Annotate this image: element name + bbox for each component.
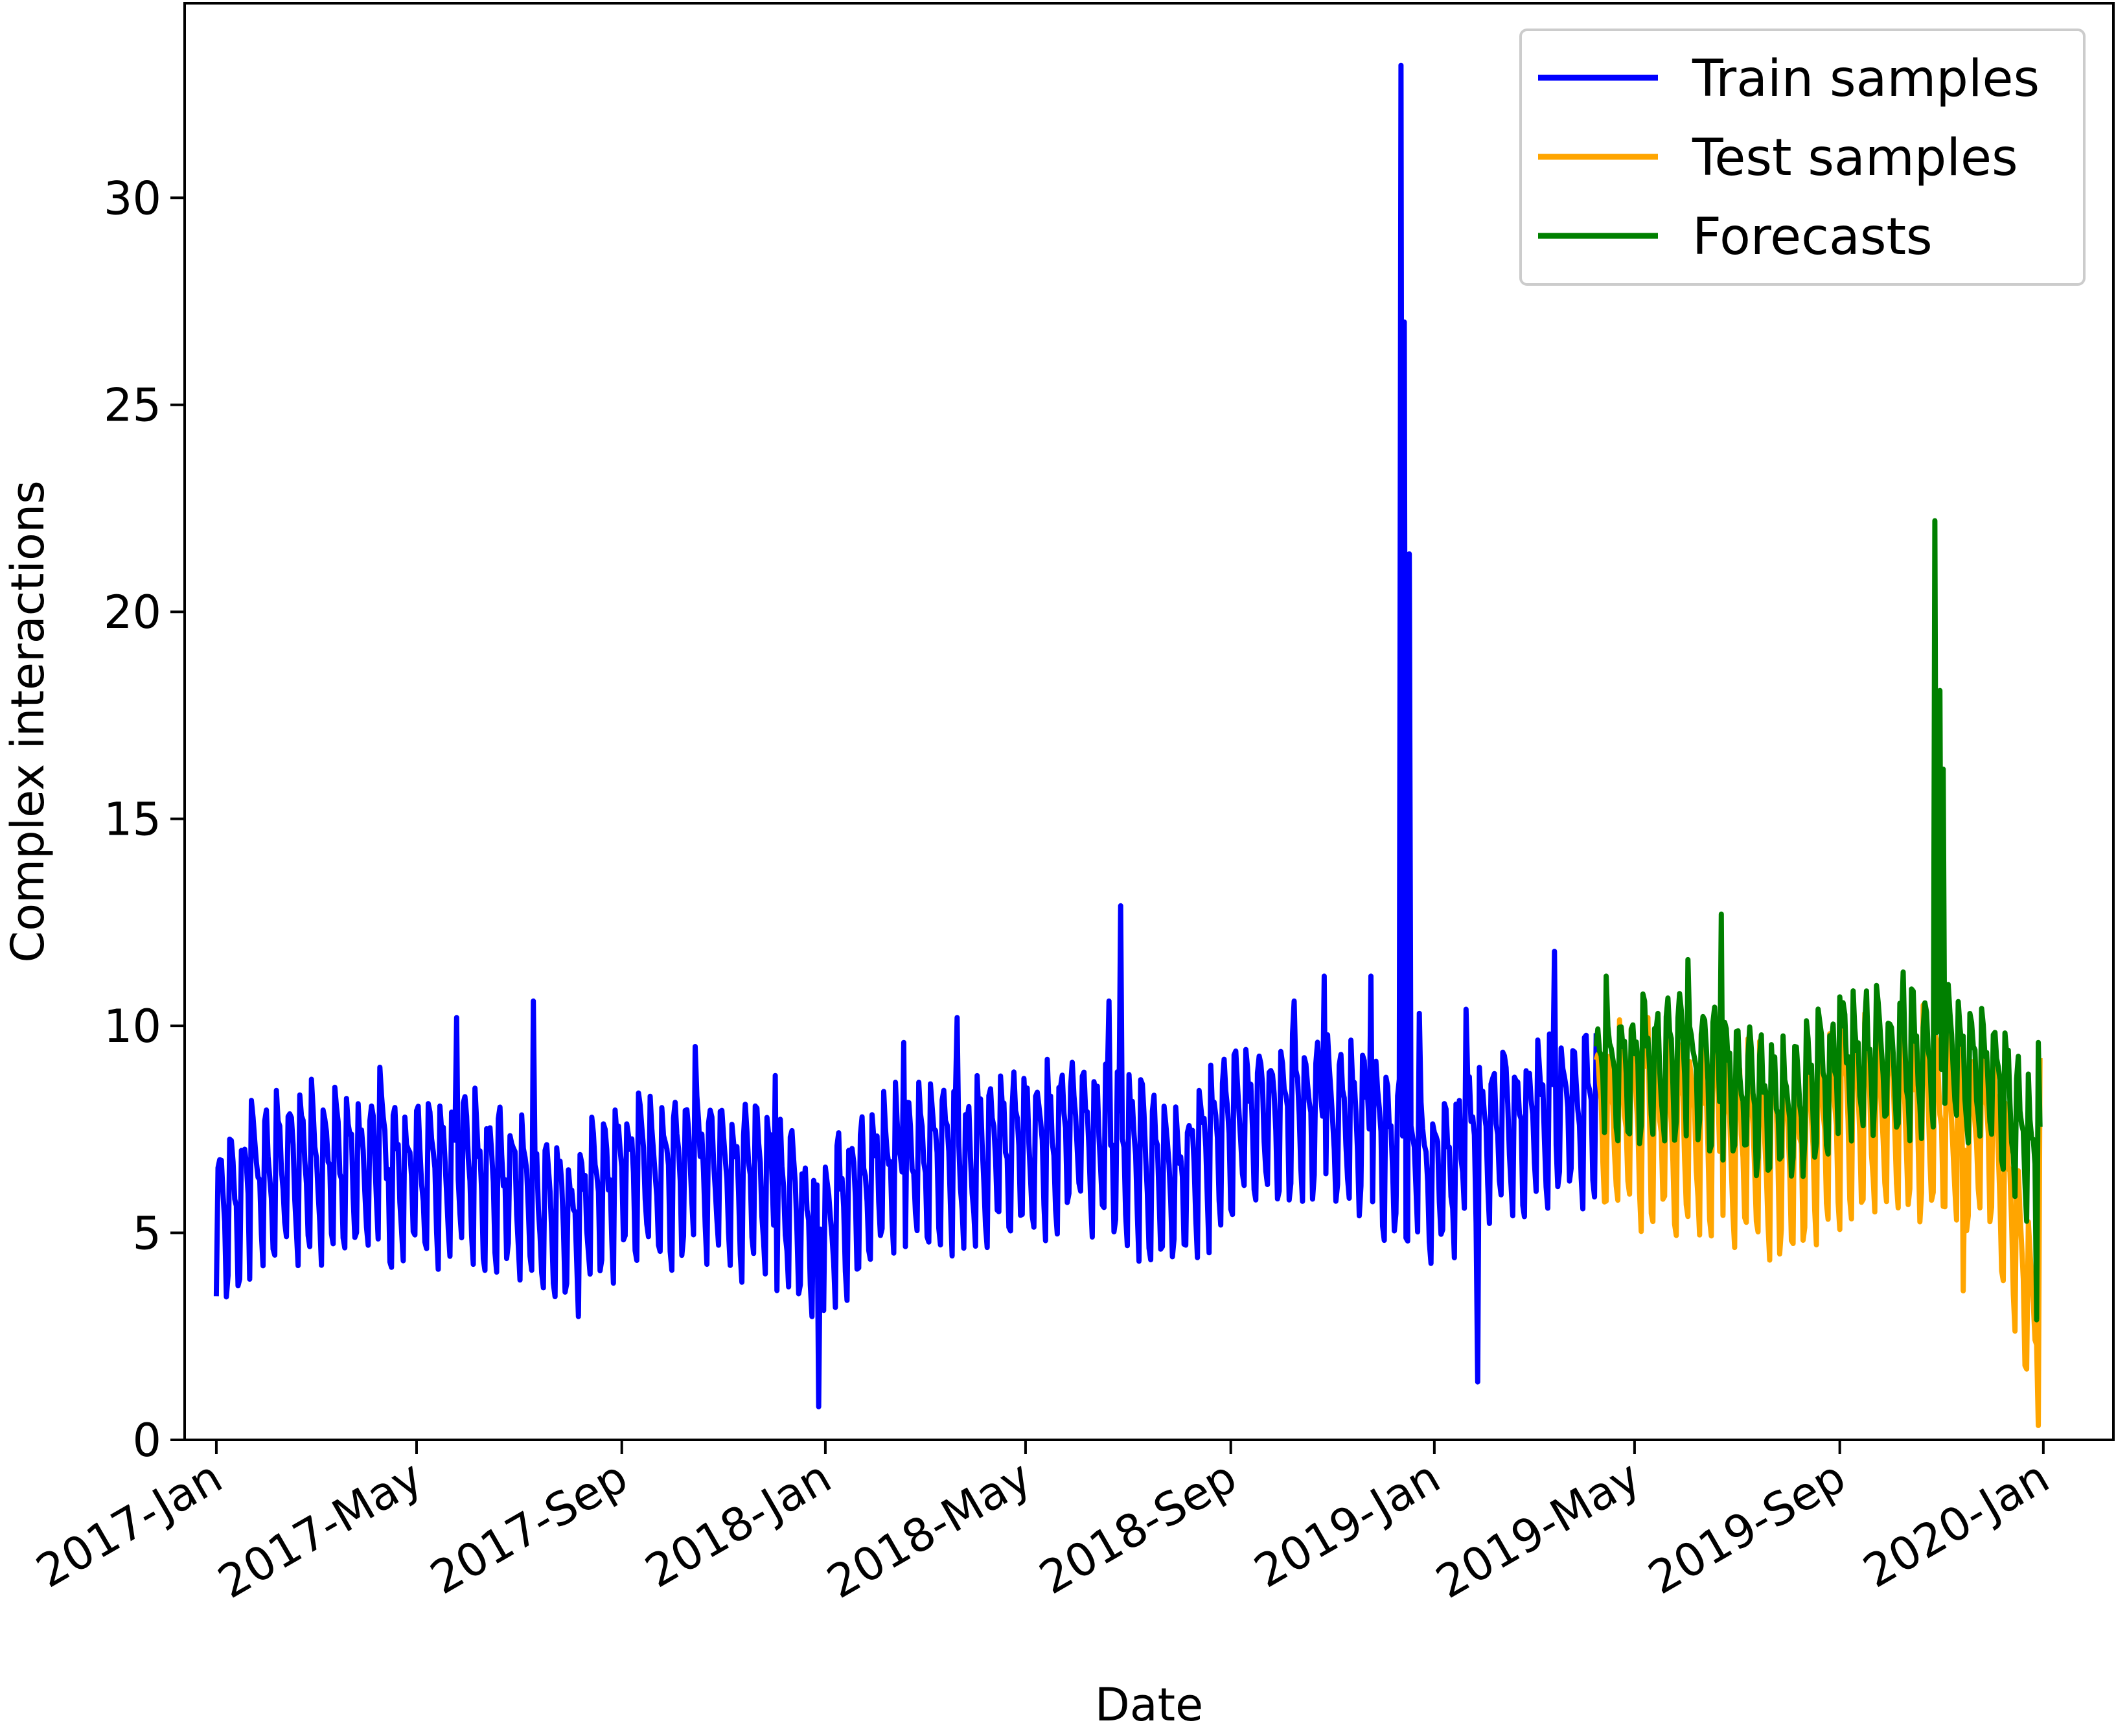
series-line-forecasts [1593, 518, 2043, 1323]
legend: Train samples Test samples Forecasts [1519, 29, 2086, 286]
y-axis: 0 5 10 15 20 25 30 [104, 172, 185, 1467]
y-tick-label: 20 [104, 586, 161, 639]
x-axis-label: Date [1095, 1678, 1203, 1731]
y-tick-label: 0 [132, 1414, 161, 1467]
y-tick-label: 10 [104, 1000, 161, 1053]
y-axis-label: Complex interactions [1, 480, 54, 962]
y-tick-label: 30 [104, 172, 161, 225]
y-tick-label: 5 [132, 1207, 161, 1260]
y-tick-label: 25 [104, 379, 161, 432]
series-line-train-samples [213, 62, 1599, 1409]
legend-label: Test samples [1692, 129, 2018, 187]
legend-label: Forecasts [1692, 208, 1933, 266]
plot-frame [183, 2, 2115, 1441]
legend-label: Train samples [1692, 50, 2040, 108]
legend-box [1519, 29, 2086, 286]
y-tick-label: 15 [104, 793, 161, 846]
series-layer [213, 62, 2043, 1428]
